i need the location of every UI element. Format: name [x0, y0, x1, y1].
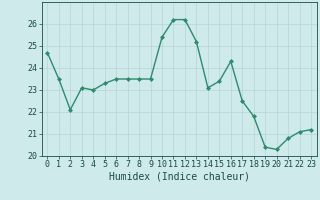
- X-axis label: Humidex (Indice chaleur): Humidex (Indice chaleur): [109, 172, 250, 182]
